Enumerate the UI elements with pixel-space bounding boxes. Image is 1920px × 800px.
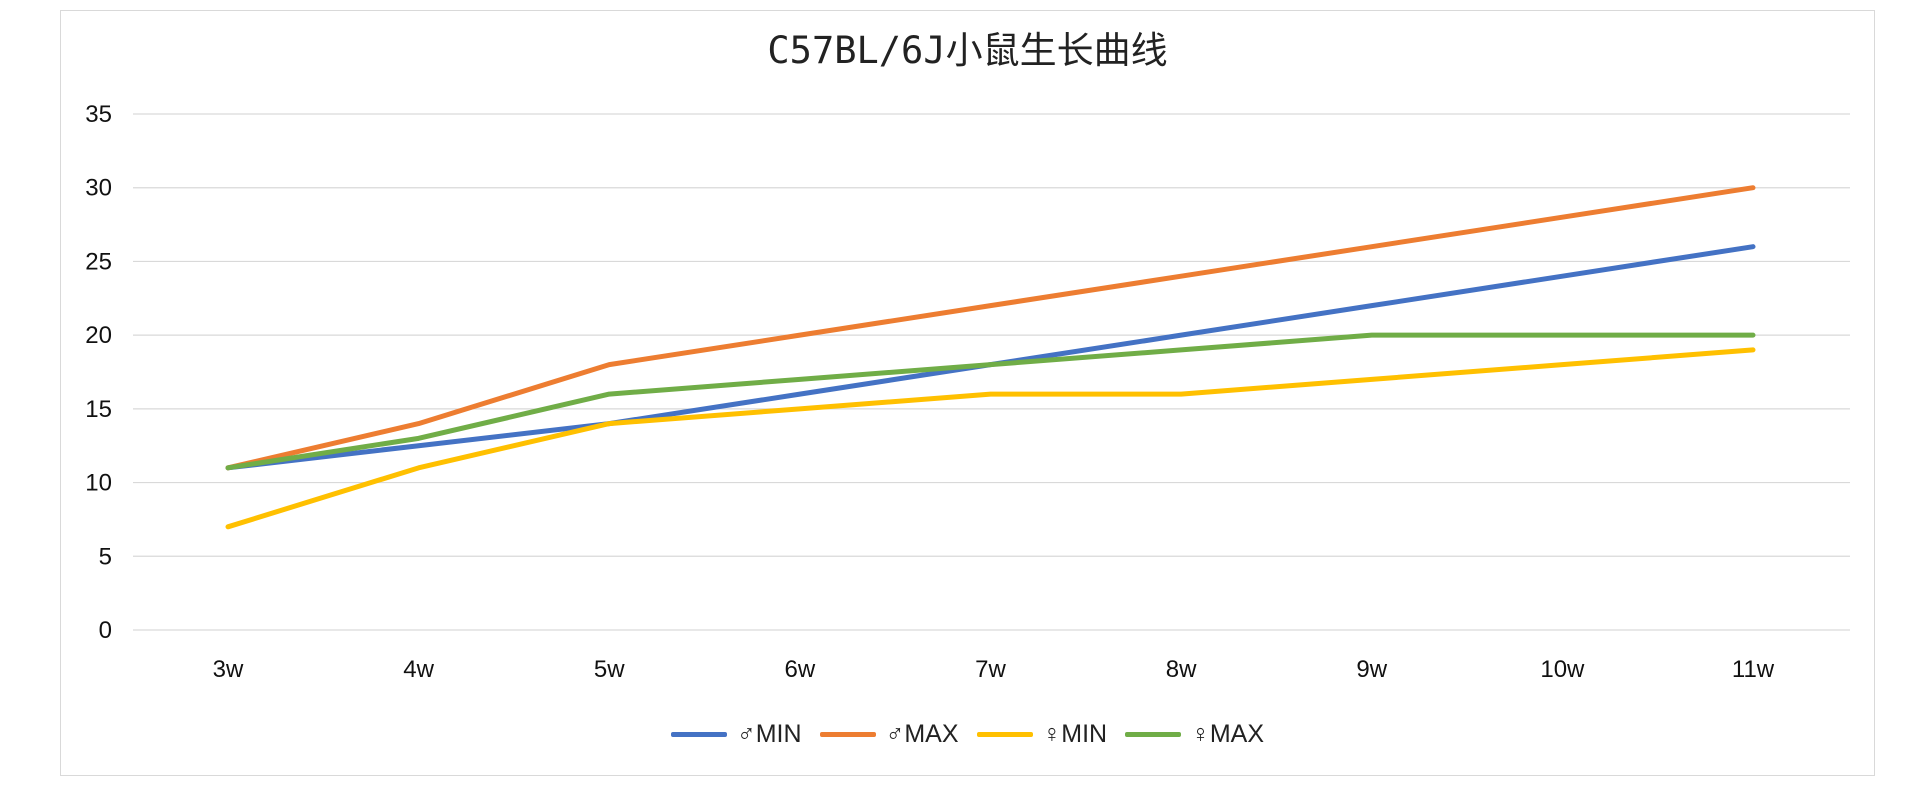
y-tick-label: 15 [85,396,112,423]
x-tick-label: 5w [594,656,625,683]
x-tick-label: 8w [1166,656,1197,683]
legend-swatch [1125,732,1182,737]
x-tick-label: 9w [1356,656,1387,683]
x-tick-label: 11w [1732,656,1775,683]
legend-swatch [976,732,1033,737]
y-tick-label: 20 [85,322,112,349]
y-axis-ticks: 0 5 10 15 20 25 30 35 [85,101,112,644]
x-tick-label: 4w [403,656,434,683]
legend-item: ♀MIN [976,720,1108,749]
x-axis-ticks: 3w 4w 5w 6w 7w 8w 9w 10w 11w [213,656,1775,683]
legend-swatch [819,732,876,737]
series-line-3 [225,332,1756,471]
y-tick-label: 25 [85,248,112,275]
gridlines [133,113,1850,631]
y-tick-label: 5 [99,543,112,570]
x-tick-label: 10w [1540,656,1585,683]
y-tick-label: 0 [99,617,112,644]
legend-item: ♂MIN [670,720,802,749]
legend-swatch [670,732,727,737]
x-tick-label: 7w [975,656,1006,683]
legend-label: ♀MAX [1191,720,1265,748]
legend: ♂MIN ♂MAX ♀MIN ♀MAX [60,720,1875,749]
legend-label: ♂MAX [885,720,959,748]
y-tick-label: 10 [85,470,112,497]
x-tick-label: 6w [785,656,816,683]
x-tick-label: 3w [213,656,244,683]
series-line-1 [225,185,1756,471]
series-lines [225,185,1756,530]
legend-item: ♂MAX [819,720,959,749]
y-tick-label: 30 [85,175,112,202]
legend-item: ♀MAX [1125,720,1264,749]
series-line-0 [225,244,1756,471]
legend-label: ♂MIN [736,720,802,748]
chart-title: C57BL/6J小鼠生长曲线 [767,29,1168,72]
legend-label: ♀MIN [1042,720,1108,748]
series-line-2 [225,347,1756,530]
chart-area [60,10,1875,776]
y-tick-label: 35 [85,101,112,128]
